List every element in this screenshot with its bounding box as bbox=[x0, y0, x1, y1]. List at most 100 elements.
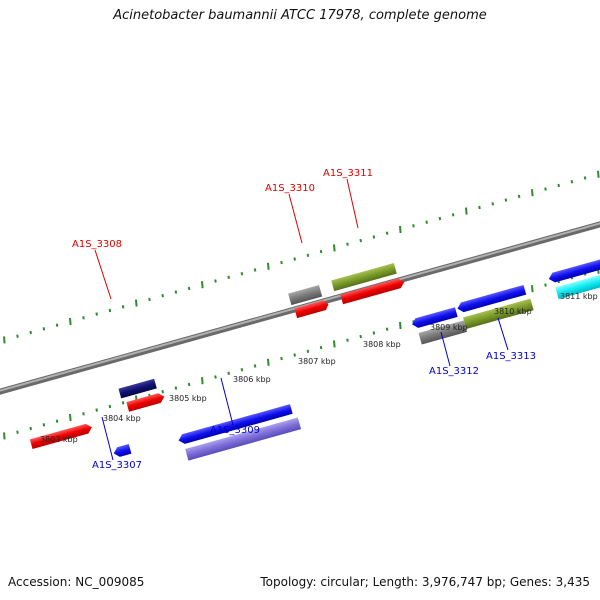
gene-feature[interactable] bbox=[555, 271, 600, 300]
tick-mark bbox=[214, 375, 217, 379]
tick-mark bbox=[399, 321, 402, 330]
tick-mark bbox=[227, 275, 230, 279]
accession-text: Accession: NC_009085 bbox=[8, 575, 145, 589]
tick-mark bbox=[187, 382, 191, 387]
tick-mark bbox=[240, 368, 244, 372]
tick-mark bbox=[399, 225, 402, 234]
tick-mark bbox=[55, 419, 59, 423]
kbp-tick-label: 3803 kbp bbox=[40, 435, 78, 444]
tick-mark bbox=[557, 183, 560, 188]
tick-mark bbox=[372, 331, 376, 335]
gene-feature[interactable] bbox=[177, 404, 293, 445]
tick-mark bbox=[174, 386, 178, 390]
tick-mark bbox=[267, 262, 270, 270]
kbp-scale-labels: 3803 kbp 3804 kbp 3805 kbp 3806 kbp 3807… bbox=[40, 292, 598, 444]
tick-mark bbox=[478, 205, 481, 210]
tick-mark bbox=[544, 283, 547, 287]
tick-mark bbox=[201, 377, 204, 385]
kbp-tick-label: 3805 kbp bbox=[169, 394, 207, 403]
kbp-tick-label: 3809 kbp bbox=[430, 323, 468, 332]
tick-mark bbox=[306, 349, 310, 353]
kbp-tick-label: 3806 kbp bbox=[233, 375, 271, 384]
tick-mark bbox=[491, 202, 494, 206]
tick-mark bbox=[425, 220, 428, 224]
tick-mark bbox=[280, 356, 283, 361]
tick-mark bbox=[174, 290, 178, 294]
tick-mark bbox=[504, 198, 508, 202]
gene-label[interactable]: A1S_3307 bbox=[92, 460, 142, 471]
gene-label[interactable]: A1S_3312 bbox=[429, 366, 479, 377]
tick-mark bbox=[465, 207, 468, 215]
tick-mark bbox=[29, 426, 32, 431]
label-leaders bbox=[94, 178, 509, 461]
gene-label[interactable]: A1S_3309 bbox=[210, 425, 260, 436]
tick-mark bbox=[55, 323, 59, 327]
tick-mark bbox=[121, 401, 125, 405]
tick-mark bbox=[253, 268, 257, 272]
tick-mark bbox=[346, 242, 349, 246]
tick-mark bbox=[333, 340, 336, 348]
gene-feature[interactable] bbox=[112, 443, 132, 458]
tick-mark bbox=[544, 187, 547, 191]
tick-mark bbox=[531, 285, 534, 293]
tick-mark bbox=[372, 235, 376, 239]
tick-mark bbox=[267, 358, 270, 366]
tick-mark bbox=[583, 176, 587, 180]
tick-mark bbox=[359, 238, 362, 243]
tick-mark bbox=[240, 272, 244, 276]
tick-mark bbox=[531, 189, 534, 197]
tick-mark bbox=[3, 432, 6, 440]
kbp-tick-label: 3808 kbp bbox=[363, 340, 401, 349]
tick-mark bbox=[293, 353, 296, 357]
tick-mark bbox=[108, 308, 112, 313]
tick-mark bbox=[161, 390, 164, 394]
tick-mark bbox=[135, 299, 138, 307]
tick-mark bbox=[82, 316, 85, 320]
tick-mark bbox=[69, 317, 72, 326]
gene-feature[interactable] bbox=[340, 277, 405, 305]
tick-mark bbox=[293, 257, 296, 261]
gene-feature[interactable] bbox=[547, 257, 600, 284]
tick-mark bbox=[253, 364, 257, 368]
tick-mark bbox=[201, 281, 204, 289]
gene-labels: A1S_3308 A1S_3310 A1S_3311 A1S_3307 A1S_… bbox=[72, 168, 536, 471]
tick-mark bbox=[121, 305, 125, 309]
gene-feature[interactable] bbox=[294, 299, 329, 319]
tick-mark bbox=[451, 213, 455, 217]
tick-mark bbox=[148, 297, 151, 302]
gene-feature[interactable] bbox=[418, 320, 468, 345]
gene-feature[interactable] bbox=[185, 417, 302, 461]
tick-mark bbox=[412, 224, 415, 228]
gene-label[interactable]: A1S_3310 bbox=[265, 183, 315, 194]
gene-feature[interactable] bbox=[411, 307, 458, 329]
gene-feature[interactable] bbox=[126, 392, 165, 412]
tick-mark bbox=[108, 404, 112, 409]
tick-mark bbox=[16, 430, 19, 434]
tick-mark bbox=[42, 423, 46, 427]
tick-mark bbox=[161, 294, 164, 298]
gene-feature[interactable] bbox=[456, 284, 527, 313]
tick-mark bbox=[385, 327, 389, 331]
tick-mark bbox=[280, 260, 283, 265]
tick-mark bbox=[385, 231, 389, 235]
tick-mark bbox=[306, 253, 310, 257]
kbp-tick-label: 3804 kbp bbox=[103, 414, 141, 423]
tick-mark bbox=[16, 334, 19, 338]
forward-tick-track bbox=[3, 170, 600, 344]
tick-mark bbox=[319, 249, 323, 254]
gene-feature[interactable] bbox=[331, 263, 397, 292]
gene-label[interactable]: A1S_3311 bbox=[323, 168, 373, 179]
gene-feature[interactable] bbox=[29, 422, 93, 450]
tick-mark bbox=[95, 408, 98, 412]
gene-feature[interactable] bbox=[118, 378, 157, 399]
kbp-tick-label: 3810 kbp bbox=[494, 307, 532, 316]
gene-label[interactable]: A1S_3313 bbox=[486, 351, 536, 362]
gene-feature[interactable] bbox=[463, 298, 534, 329]
gene-feature[interactable] bbox=[288, 284, 323, 306]
gene-label[interactable]: A1S_3308 bbox=[72, 239, 122, 250]
tick-mark bbox=[438, 216, 442, 221]
tick-mark bbox=[42, 327, 46, 331]
tick-mark bbox=[82, 412, 85, 416]
kbp-tick-label: 3807 kbp bbox=[298, 357, 336, 366]
